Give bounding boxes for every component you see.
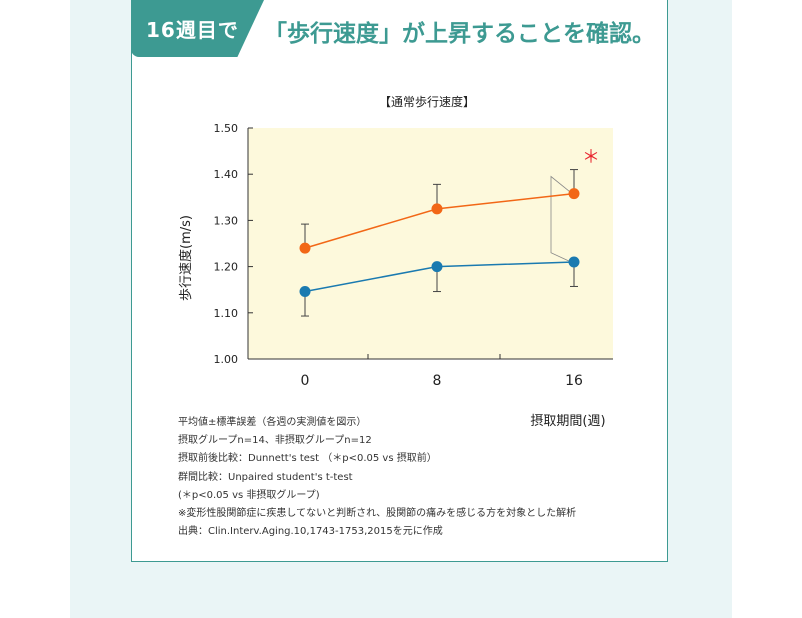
note-line: 平均値±標準誤差（各週の実測値を図示）: [178, 417, 367, 428]
significance-marker: ＊: [582, 147, 600, 168]
chart-title: 【通常歩行速度】: [379, 94, 475, 109]
y-tick-label: 1.00: [214, 353, 239, 366]
significance-bracket: [550, 175, 572, 263]
x-tick-label: 16: [565, 373, 583, 389]
note-line: 出典：Clin.Interv.Aging.10,1743-1753,2015を元…: [178, 526, 443, 538]
note-line: 群間比較：Unpaired student's t-test: [178, 471, 353, 483]
y-tick-label: 1.50: [214, 122, 239, 135]
y-axis-label: 歩行速度(m/s): [178, 215, 194, 301]
data-point: [568, 256, 580, 268]
plot-area: [248, 128, 613, 359]
data-point: [431, 203, 443, 215]
data-point: [431, 261, 443, 273]
headline: 「歩行速度」が上昇することを確認。: [264, 21, 655, 47]
data-point: [299, 242, 311, 254]
header-tab: [131, 0, 264, 57]
data-point: [568, 188, 580, 200]
data-point: [299, 286, 311, 298]
x-axis-label: 摂取期間(週): [530, 413, 605, 429]
x-tick-label: 8: [433, 373, 442, 389]
note-line: (＊p<0.05 vs 非摂取グループ): [178, 489, 320, 501]
tab-label: 16週目で: [146, 18, 239, 42]
footnotes: 平均値±標準誤差（各週の実測値を図示） 摂取グループn=14、非摂取グループn=…: [178, 414, 658, 541]
y-tick-label: 1.30: [214, 214, 239, 227]
y-tick-label: 1.10: [214, 307, 239, 320]
note-line: 摂取前後比較：Dunnett's test （＊p<0.05 vs 摂取前）: [178, 453, 437, 465]
y-tick-label: 1.40: [214, 168, 239, 181]
y-tick-label: 1.20: [214, 261, 239, 274]
note-line: 摂取グループn=14、非摂取グループn=12: [178, 435, 372, 447]
x-tick-label: 0: [301, 373, 310, 389]
note-line: ※変形性股関節症に疾患してないと判断され、股関節の痛みを感じる方を対象とした解析: [178, 508, 577, 520]
